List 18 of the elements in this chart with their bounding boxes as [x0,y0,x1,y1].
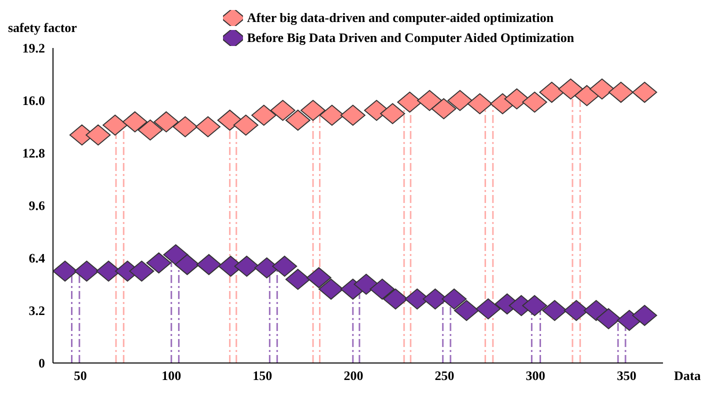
legend-label: After big data-driven and computer-aided optimization [247,10,554,26]
x-tick-label: 50 [74,368,87,384]
y-axis-title: safety factor [8,20,77,36]
x-tick-label: 100 [162,368,182,384]
x-tick-label: 200 [344,368,364,384]
y-tick-label: 12.8 [22,146,46,161]
y-tick-label: 3.2 [28,303,45,318]
x-tick-label: 350 [616,368,636,384]
legend-label: Before Big Data Driven and Computer Aided Optimization [247,30,574,46]
x-tick-label: 150 [252,368,272,384]
x-tick-label: 250 [434,368,454,384]
y-tick-label: 9.6 [28,198,46,214]
x-axis-title: Data [674,368,701,384]
y-tick-label: 16.0 [22,93,45,108]
y-tick-label: 19.2 [22,40,45,56]
x-tick-label: 300 [526,368,546,384]
y-tick-label: 6.4 [28,250,46,266]
y-tick-label: 0 [38,356,45,371]
